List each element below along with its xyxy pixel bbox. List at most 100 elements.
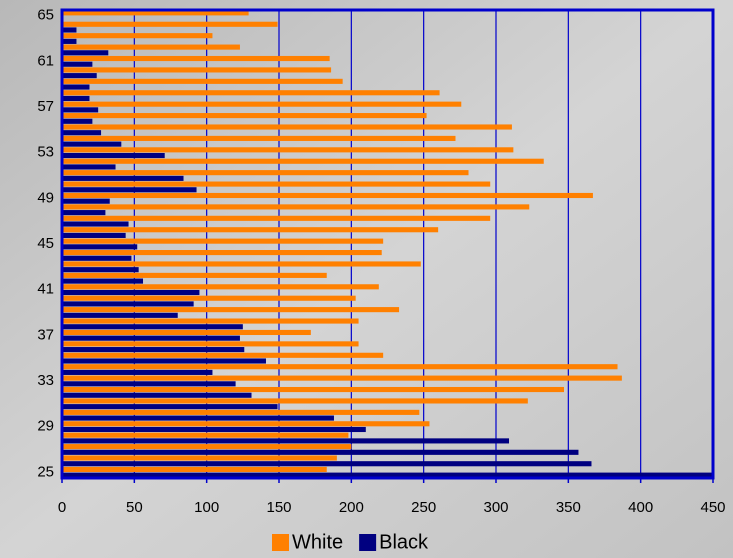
bar (62, 56, 330, 61)
bar (62, 193, 593, 198)
x-tick-label: 150 (266, 499, 291, 516)
bar (62, 347, 244, 352)
bar (62, 67, 331, 72)
bar (62, 318, 359, 323)
bar (62, 227, 438, 232)
bar (62, 450, 578, 455)
y-tick-label: 53 (37, 144, 54, 161)
x-tick-label: 450 (700, 499, 725, 516)
bar (62, 79, 343, 84)
bar (62, 27, 76, 32)
y-tick-label: 29 (37, 418, 54, 435)
x-tick-label: 350 (556, 499, 581, 516)
bar (62, 296, 356, 301)
bar (62, 467, 327, 472)
bar (62, 124, 512, 129)
bar (62, 307, 399, 312)
x-tick-label: 50 (126, 499, 143, 516)
bar (62, 341, 359, 346)
bar (62, 438, 509, 443)
bar (62, 433, 348, 438)
bar (62, 393, 252, 398)
bar (62, 50, 108, 55)
bar (62, 62, 92, 67)
bar (62, 387, 564, 392)
bar (62, 159, 544, 164)
y-tick-label: 25 (37, 463, 54, 480)
x-tick-label: 200 (339, 499, 364, 516)
x-tick-label: 250 (411, 499, 436, 516)
bar (62, 216, 490, 221)
bar (62, 250, 382, 255)
bar (62, 153, 165, 158)
legend-swatch (272, 534, 289, 551)
bar (62, 107, 98, 112)
bar (62, 364, 618, 369)
bar (62, 45, 240, 50)
bar (62, 221, 129, 226)
bar (62, 455, 337, 460)
bar (62, 398, 528, 403)
bar (62, 376, 622, 381)
bar (62, 170, 469, 175)
bar (62, 358, 266, 363)
y-tick-label: 41 (37, 281, 54, 298)
bar (62, 147, 513, 152)
bar (62, 244, 137, 249)
bar (62, 421, 429, 426)
bar (62, 261, 421, 266)
bar (62, 113, 427, 118)
y-tick-label: 49 (37, 189, 54, 206)
bar (62, 84, 89, 89)
legend-label: White (292, 531, 343, 553)
bar (62, 427, 366, 432)
x-tick-label: 400 (628, 499, 653, 516)
bar (62, 284, 379, 289)
chart: 0 50 100 150 200 250 300 350 400 450 25 29 33 37 41 45 4… (0, 0, 733, 558)
y-tick-label: 61 (37, 52, 54, 69)
bar (62, 182, 490, 187)
bar (62, 336, 240, 341)
bar (62, 102, 461, 107)
bar (62, 142, 121, 147)
bar (62, 176, 184, 181)
bar (62, 239, 383, 244)
bar (62, 404, 278, 409)
y-tick-label: 45 (37, 235, 54, 252)
bar (62, 39, 76, 44)
bar (62, 273, 327, 278)
bar (62, 370, 212, 375)
bar (62, 313, 178, 318)
x-tick-label: 100 (194, 499, 219, 516)
bar (62, 199, 110, 204)
bar (62, 96, 89, 101)
bar (62, 164, 116, 169)
bar (62, 290, 199, 295)
bar (62, 330, 311, 335)
bar (62, 22, 278, 27)
legend-swatch (359, 534, 376, 551)
bar (62, 279, 143, 284)
bar (62, 324, 243, 329)
bar (62, 381, 236, 386)
y-tick-label: 37 (37, 326, 54, 343)
bar (62, 204, 529, 209)
bar (62, 301, 194, 306)
bar (62, 33, 212, 38)
bar (62, 90, 440, 95)
bar (62, 410, 419, 415)
bar (62, 119, 92, 124)
x-tick-label: 300 (483, 499, 508, 516)
legend-label: Black (379, 531, 429, 553)
bar (62, 136, 455, 141)
bar (62, 256, 131, 261)
bar (62, 130, 101, 135)
bar (62, 416, 334, 421)
y-tick-label: 57 (37, 98, 54, 115)
x-tick-label: 0 (58, 499, 66, 516)
bar (62, 210, 105, 215)
bar (62, 233, 126, 238)
bar (62, 444, 351, 449)
y-tick-label: 33 (37, 372, 54, 389)
y-tick-label: 65 (37, 7, 54, 24)
